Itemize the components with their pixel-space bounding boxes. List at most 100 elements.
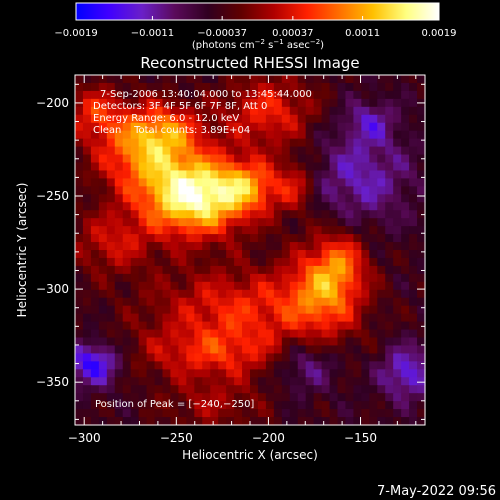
heatmap-cell [281,114,291,124]
heatmap-cell [106,297,116,307]
heatmap-cell [369,321,378,331]
heatmap-cell [226,130,235,140]
heatmap-cell [377,281,386,291]
heatmap-cell [337,337,347,347]
heatmap-cell [82,353,92,362]
heatmap-cell [329,353,339,362]
heatmap-cell [353,377,362,386]
heatmap-cell [170,321,179,331]
heatmap-cell [194,297,203,307]
heatmap-cell [289,186,299,195]
heatmap-cell [353,202,362,211]
heatmap-cell [369,265,378,275]
heatmap-cell [393,170,402,179]
heatmap-cell [257,138,267,148]
heatmap-cell [210,146,219,156]
heatmap-cell [409,401,418,410]
chart-title: Reconstructed RHESSI Image [140,54,359,72]
heatmap-cell [178,393,187,402]
heatmap-cell [98,178,108,187]
heatmap-cell [369,377,378,386]
heatmap-cell [265,417,275,426]
heatmap-cell [337,170,347,179]
heatmap-cell [273,82,283,92]
heatmap-cell [146,401,156,410]
heatmap-cell [305,377,315,386]
heatmap-cell [337,210,347,219]
heatmap-cell [313,242,323,251]
heatmap-cell [250,409,259,418]
heatmap-cell [409,417,418,426]
heatmap-cell [401,353,410,362]
heatmap-cell [257,146,267,156]
heatmap-cell [273,138,283,148]
heatmap-cell [393,393,402,402]
heatmap-cell [393,345,402,354]
heatmap-cell [106,194,116,203]
heatmap-cell [313,154,323,164]
heatmap-cell [329,265,339,275]
heatmap-cell [329,250,339,259]
heatmap-cell [114,289,124,299]
heatmap-cell [353,321,362,331]
heatmap-cell [170,162,179,172]
heatmap-cell [257,202,267,211]
heatmap-cell [281,186,291,195]
heatmap-cell [162,361,172,370]
heatmap-cell [122,393,132,402]
heatmap-cell [353,162,362,172]
heatmap-cell [297,154,307,164]
heatmap-cell [98,313,108,323]
heatmap-cell [210,393,219,402]
heatmap-cell [250,90,259,100]
colorbar-tick-label: −0.0011 [131,28,174,39]
heatmap-cell [265,178,275,187]
heatmap-cell [154,289,164,299]
heatmap-cell [289,194,299,203]
heatmap-cell [226,75,235,84]
heatmap-cell [234,146,243,156]
heatmap-cell [345,345,354,354]
heatmap-cell [385,210,394,219]
heatmap-cell [98,226,108,235]
heatmap-cell [106,146,116,156]
heatmap-cell [146,146,156,156]
heatmap-cell [377,162,386,172]
heatmap-cell [130,313,140,323]
heatmap-cell [401,417,410,426]
heatmap-cell [242,385,251,394]
heatmap-cell [194,98,203,108]
heatmap-cell [289,75,299,84]
heatmap-cell [265,186,275,195]
heatmap-cell [122,234,132,243]
heatmap-cell [385,146,394,156]
heatmap-cell [409,345,418,354]
heatmap-cell [250,218,259,227]
heatmap-cell [114,281,124,291]
heatmap-cell [75,313,84,323]
heatmap-cell [138,305,148,315]
heatmap-cell [393,313,402,323]
heatmap-cell [329,297,339,307]
heatmap-cell [289,98,299,108]
heatmap-cell [361,138,370,148]
heatmap-cell [146,289,156,299]
heatmap-cell [130,289,140,299]
heatmap-cell [130,250,140,259]
heatmap-cell [353,361,362,370]
heatmap-cell [321,409,331,418]
annotation-clean: Clean Total counts: 3.89E+04 [93,125,250,136]
heatmap-cell [202,162,211,172]
heatmap-cell [234,82,243,92]
heatmap-cell [226,377,235,386]
heatmap-cell [130,345,140,354]
heatmap-cell [321,186,331,195]
heatmap-cell [106,345,116,354]
heatmap-cell [162,345,172,354]
heatmap-cell [178,337,187,347]
heatmap-cell [305,345,315,354]
heatmap-cell [257,289,267,299]
heatmap-cell [305,98,315,108]
heatmap-cell [138,122,148,132]
heatmap-cell [297,289,307,299]
